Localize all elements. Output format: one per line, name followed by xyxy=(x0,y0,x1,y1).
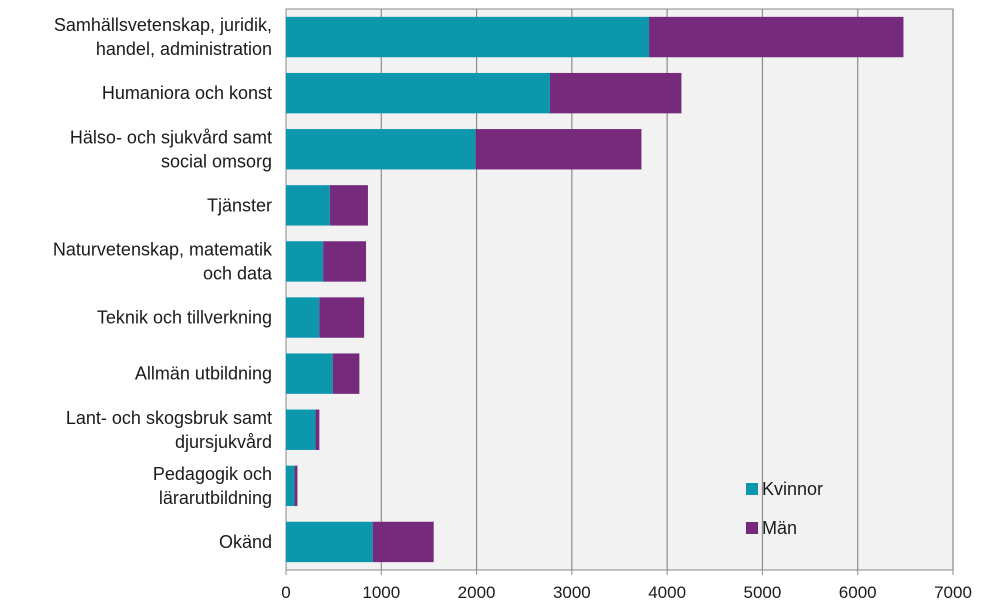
bar-m-n-0 xyxy=(649,16,904,58)
x-tick-label: 0 xyxy=(281,583,290,602)
x-tick-label: 7000 xyxy=(934,583,972,602)
legend-label-0: Kvinnor xyxy=(762,479,823,499)
bar-m-n-1 xyxy=(549,72,682,114)
x-tick-label: 2000 xyxy=(458,583,496,602)
category-label: Tjänster xyxy=(207,195,272,215)
bar-kvinnor-4 xyxy=(286,241,324,282)
x-tick-labels: 0 1000 2000 3000 4000 5000 6000 7000 xyxy=(281,583,972,602)
bar-m-n-4 xyxy=(323,241,367,282)
x-tick-label: 4000 xyxy=(648,583,686,602)
x-tick-label: 3000 xyxy=(553,583,591,602)
bar-kvinnor-1 xyxy=(286,72,550,114)
x-tick-label: 1000 xyxy=(362,583,400,602)
bar-m-n-5 xyxy=(319,297,365,338)
category-label: Teknik och tillverkning xyxy=(97,308,272,328)
legend: Kvinnor Män xyxy=(746,479,823,538)
category-label: Naturvetenskap, matematik och data xyxy=(53,239,273,283)
category-labels: Samhällsvetenskap, juridik, handel, admin… xyxy=(53,15,273,552)
bar-m-n-9 xyxy=(372,521,434,563)
x-tick-label: 6000 xyxy=(839,583,877,602)
legend-label-1: Män xyxy=(762,518,797,538)
category-label: Pedagogik och lärarutbildning xyxy=(153,464,272,508)
x-tick-label: 5000 xyxy=(744,583,782,602)
category-label: Hälso- och sjukvård samt social omsorg xyxy=(70,127,272,171)
category-label: Samhällsvetenskap, juridik, handel, admin… xyxy=(54,15,272,59)
bar-m-n-6 xyxy=(332,353,360,394)
bar-kvinnor-0 xyxy=(286,16,650,58)
bar-kvinnor-9 xyxy=(286,521,373,563)
category-label: Okänd xyxy=(219,532,272,552)
bar-kvinnor-3 xyxy=(286,185,330,226)
bar-m-n-3 xyxy=(329,185,368,226)
legend-swatch-1 xyxy=(746,522,758,534)
bar-kvinnor-8 xyxy=(286,465,295,507)
bar-m-n-7 xyxy=(315,409,320,450)
bars xyxy=(286,16,904,563)
bar-m-n-8 xyxy=(294,465,298,507)
legend-swatch-0 xyxy=(746,483,758,495)
bar-kvinnor-7 xyxy=(286,409,316,450)
bar-kvinnor-2 xyxy=(286,129,476,170)
bar-kvinnor-5 xyxy=(286,297,320,338)
category-label: Lant- och skogsbruk samt djursjukvård xyxy=(66,408,272,452)
category-label: Allmän utbildning xyxy=(135,364,272,384)
bar-m-n-2 xyxy=(475,129,642,170)
category-label: Humaniora och konst xyxy=(102,83,272,103)
bar-kvinnor-6 xyxy=(286,353,333,394)
